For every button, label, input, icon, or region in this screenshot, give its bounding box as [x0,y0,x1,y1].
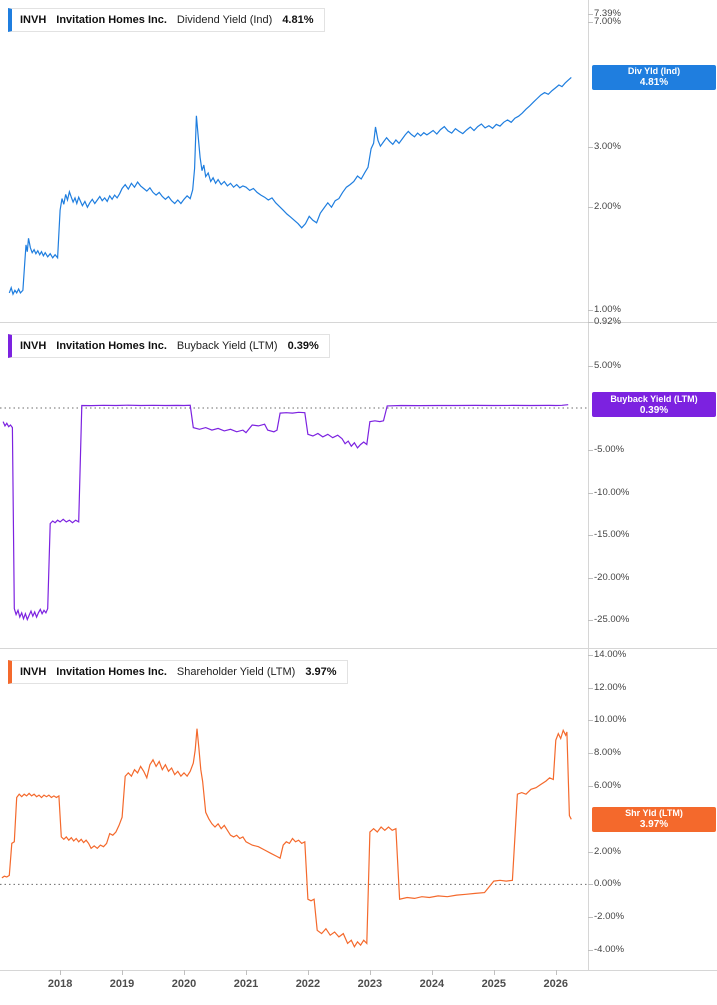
panel-separator-2 [0,648,717,649]
x-tick-mark [369,970,371,975]
y-tick-label: 1.00% [594,303,621,315]
x-tick-label: 2025 [481,978,507,990]
y-tick-mark [588,309,593,311]
y-tick-mark [588,620,593,622]
badge-buyback-yield: Buyback Yield (LTM) 0.39% [592,392,716,418]
plot-area[interactable] [0,0,588,970]
x-tick-label: 2022 [295,978,321,990]
y-tick-mark [588,147,593,149]
ticker-symbol: INVH [20,14,47,26]
y-tick-label: 7.00% [594,15,621,27]
x-tick-label: 2023 [357,978,383,990]
y-tick-label: 12.00% [594,681,627,693]
x-tick-mark [431,970,433,975]
y-tick-mark [588,687,593,689]
x-axis-line [0,970,717,971]
ticker-symbol: INVH [20,340,47,352]
company-name: Invitation Homes Inc. [56,340,167,352]
company-name: Invitation Homes Inc. [56,14,167,26]
company-name: Invitation Homes Inc. [56,666,167,678]
badge-label: Shr Yld (LTM) [625,808,683,819]
y-tick-label: -10.00% [594,486,630,498]
y-tick-label: 2.00% [594,201,621,213]
y-tick-mark [588,207,593,209]
badge-value: 4.81% [639,77,669,89]
y-tick-mark [588,13,593,15]
y-tick-mark [588,753,593,755]
y-tick-mark [588,720,593,722]
invh-shareholder-yield-ltm--line [1,728,572,948]
y-axis-line [588,0,589,970]
x-tick-label: 2018 [47,978,73,990]
metric-value: 0.39% [287,340,319,352]
badge-value: 0.39% [639,404,669,416]
x-tick-label: 2021 [233,978,259,990]
x-tick-mark [122,970,124,975]
x-tick-label: 2019 [109,978,135,990]
y-tick-label: 3.00% [594,141,621,153]
x-tick-label: 2020 [171,978,197,990]
y-tick-mark [588,786,593,788]
x-tick-label: 2024 [419,978,445,990]
invh-buyback-yield-ltm--line [2,404,569,622]
y-tick-label: 14.00% [594,648,627,660]
metric-name: Buyback Yield (LTM) [176,340,278,352]
x-tick-mark [555,970,557,975]
y-tick-mark [588,851,593,853]
y-tick-mark [588,917,593,919]
x-tick-label: 2026 [543,978,568,990]
metric-name: Dividend Yield (Ind) [176,14,273,26]
y-tick-label: -4.00% [594,943,625,955]
y-tick-label: 6.00% [594,780,621,792]
y-tick-label: 0.92% [594,316,621,327]
y-tick-label: 8.00% [594,747,621,759]
y-tick-mark [588,492,593,494]
y-tick-label: 0.00% [594,878,621,890]
y-tick-mark [588,450,593,452]
badge-label: Div Yld (Ind) [627,66,681,77]
y-tick-mark [588,535,593,537]
y-tick-label: -15.00% [594,529,630,541]
invh-dividend-yield-ind--line [8,76,572,296]
badge-value: 3.97% [639,819,669,831]
y-tick-mark [588,884,593,886]
badge-label: Buyback Yield (LTM) [610,393,698,404]
legend-buyback-yield: INVH Invitation Homes Inc. Buyback Yield… [8,334,330,358]
x-tick-mark [245,970,247,975]
y-tick-label: 7.39% [594,7,621,19]
y-tick-mark [588,949,593,951]
panel-separator-1 [0,322,717,323]
y-tick-mark [588,365,593,367]
ticker-symbol: INVH [20,666,47,678]
y-tick-label: 5.00% [594,359,621,371]
x-tick-mark [307,970,309,975]
x-tick-mark [493,970,495,975]
y-tick-mark [588,654,593,656]
legend-shareholder-yield: INVH Invitation Homes Inc. Shareholder Y… [8,660,348,684]
y-tick-label: -25.00% [594,614,630,626]
badge-shareholder-yield: Shr Yld (LTM) 3.97% [592,806,716,832]
y-tick-mark [588,322,593,323]
metric-value: 3.97% [305,666,337,678]
y-tick-label: 10.00% [594,714,627,726]
y-tick-mark [588,21,593,23]
badge-dividend-yield: Div Yld (Ind) 4.81% [592,64,716,90]
y-tick-label: 2.00% [594,845,621,857]
y-tick-label: -20.00% [594,571,630,583]
y-tick-label: -5.00% [594,444,625,456]
metric-value: 4.81% [282,14,314,26]
x-tick-mark [184,970,186,975]
y-tick-mark [588,577,593,579]
y-tick-label: -2.00% [594,911,625,923]
metric-name: Shareholder Yield (LTM) [176,666,296,678]
x-tick-mark [60,970,62,975]
legend-dividend-yield: INVH Invitation Homes Inc. Dividend Yiel… [8,8,325,32]
